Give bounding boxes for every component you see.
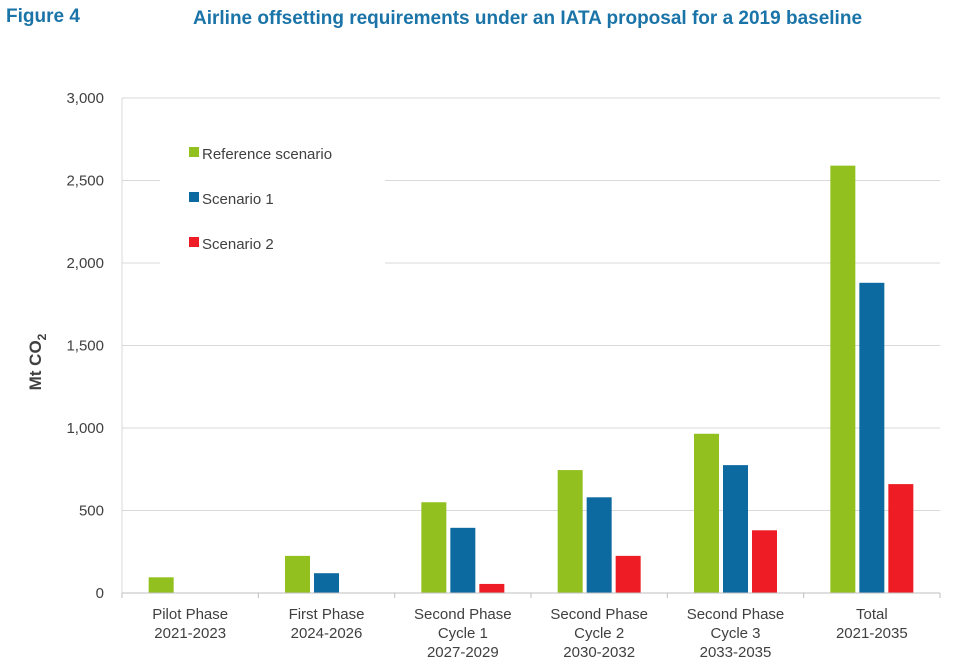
bar-scenario-1 <box>586 497 612 593</box>
x-category-label-line: Pilot Phase <box>152 606 228 623</box>
legend-swatch <box>189 237 199 247</box>
y-tick-label: 500 <box>79 503 104 520</box>
bar-reference-scenario <box>285 555 310 593</box>
legend-label: Scenario 2 <box>202 236 274 253</box>
figure-title: Airline offsetting requirements under an… <box>193 8 863 29</box>
x-category-label-line: 2024-2026 <box>291 625 363 642</box>
legend-label: Scenario 1 <box>202 191 274 208</box>
gridlines <box>121 97 940 593</box>
bar-scenario-2 <box>888 484 914 593</box>
x-category-label: Second Phase Cycle 1 2027-2029 <box>414 606 512 661</box>
x-category-label-line: Cycle 2 <box>574 625 624 642</box>
x-category-label-line: 2021-2023 <box>154 625 226 642</box>
legend: Reference scenario Scenario 1 Scenario 2 <box>160 130 385 265</box>
x-category-label: Pilot Phase 2021-2023 <box>152 606 228 642</box>
bar-scenario-1 <box>723 465 748 593</box>
x-category-label-line: 2033-2035 <box>700 644 772 661</box>
x-category-label: Second Phase Cycle 3 2033-2035 <box>687 606 785 661</box>
y-axis-label-subscript: 2 <box>35 333 49 340</box>
y-tick-label: 1,000 <box>66 420 104 437</box>
y-axis-label-main: Mt CO <box>26 340 45 390</box>
bar-scenario-2 <box>615 555 641 593</box>
x-category-label: Second Phase Cycle 2 2030-2032 <box>550 606 648 661</box>
x-category-label-line: Second Phase <box>550 606 648 623</box>
x-category-label-line: Total <box>856 606 888 623</box>
y-tick-label: 3,000 <box>66 90 104 107</box>
legend-swatch <box>189 147 199 157</box>
x-category-label-line: Cycle 3 <box>710 625 760 642</box>
bar-scenario-2 <box>479 583 505 593</box>
x-category-label-line: 2027-2029 <box>427 644 499 661</box>
bar-reference-scenario <box>557 470 583 593</box>
x-category-label-line: Second Phase <box>414 606 512 623</box>
x-axis <box>121 592 941 598</box>
bar-reference-scenario <box>694 433 719 593</box>
x-category-label-line: Cycle 1 <box>438 625 488 642</box>
bar-scenario-2 <box>752 530 777 593</box>
x-category-label-line: First Phase <box>289 606 365 623</box>
x-category-label: First Phase 2024-2026 <box>289 606 365 642</box>
x-category-label-line: 2021-2035 <box>836 625 908 642</box>
legend-swatch <box>189 192 199 202</box>
bar-scenario-1 <box>314 573 339 593</box>
y-tick-label: 2,500 <box>66 173 104 190</box>
x-category-label: Total 2021-2035 <box>836 606 908 642</box>
y-tick-label: 0 <box>96 585 104 602</box>
bar-scenario-1 <box>450 527 476 593</box>
bar-scenario-1 <box>859 282 885 593</box>
y-tick-label: 1,500 <box>66 338 104 355</box>
legend-label: Reference scenario <box>202 146 332 163</box>
y-axis-ticks: 0 500 1,000 1,500 2,000 2,500 3,000 <box>66 90 104 602</box>
x-category-label-line: 2030-2032 <box>563 644 635 661</box>
bar-reference-scenario <box>148 577 174 593</box>
y-axis-label: Mt CO2 <box>26 333 49 390</box>
bar-reference-scenario <box>830 165 856 593</box>
x-axis-categories: Pilot Phase 2021-2023 First Phase 2024-2026… <box>152 606 907 661</box>
bars <box>148 165 914 593</box>
y-tick-label: 2,000 <box>66 255 104 272</box>
bar-reference-scenario <box>421 502 447 593</box>
figure-label: Figure 4 <box>6 6 80 27</box>
x-category-label-line: Second Phase <box>687 606 785 623</box>
